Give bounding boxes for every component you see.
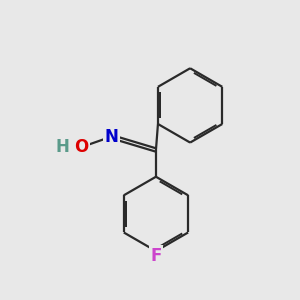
Text: O: O [74, 138, 89, 156]
Text: N: N [104, 128, 118, 146]
Text: F: F [150, 247, 162, 265]
Text: H: H [56, 138, 69, 156]
